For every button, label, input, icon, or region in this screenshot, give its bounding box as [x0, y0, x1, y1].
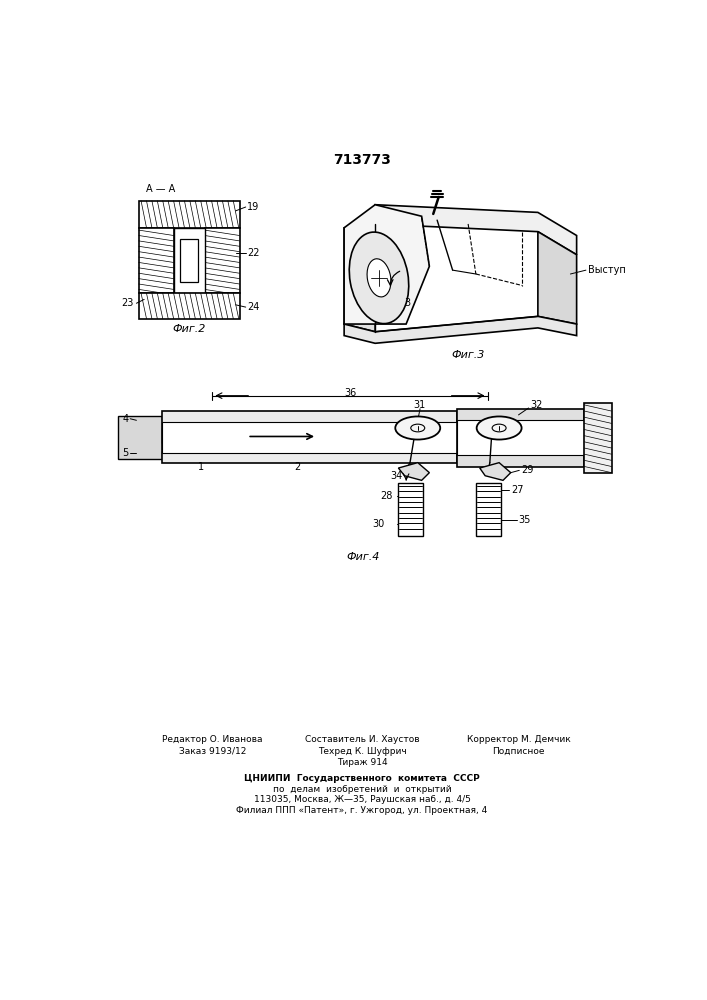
- Text: 22: 22: [247, 248, 259, 258]
- Polygon shape: [585, 403, 612, 473]
- Text: Составитель И. Хаустов: Составитель И. Хаустов: [305, 735, 419, 744]
- Text: 24: 24: [247, 302, 259, 312]
- Text: 2: 2: [295, 462, 300, 472]
- Text: Фиг.3: Фиг.3: [452, 350, 485, 360]
- Text: 1: 1: [198, 462, 204, 472]
- Polygon shape: [344, 224, 375, 332]
- Polygon shape: [480, 463, 510, 480]
- Polygon shape: [398, 463, 429, 480]
- Polygon shape: [139, 201, 240, 228]
- Polygon shape: [457, 409, 585, 466]
- Polygon shape: [457, 420, 585, 455]
- Text: Выступ: Выступ: [588, 265, 626, 275]
- Text: ЦНИИПИ  Государственного  комитета  СССР: ЦНИИПИ Государственного комитета СССР: [244, 774, 480, 783]
- Text: Редактор О. Иванова: Редактор О. Иванова: [162, 735, 262, 744]
- Polygon shape: [139, 228, 174, 293]
- Polygon shape: [476, 483, 501, 536]
- Polygon shape: [139, 293, 240, 319]
- Text: по  делам  изобретений  и  открытий: по делам изобретений и открытий: [273, 785, 451, 794]
- Text: Подписное: Подписное: [492, 747, 545, 756]
- Text: 36: 36: [344, 388, 356, 398]
- Text: 27: 27: [510, 485, 523, 495]
- Polygon shape: [204, 228, 240, 293]
- Text: 713773: 713773: [333, 153, 391, 167]
- Text: 30: 30: [372, 519, 385, 529]
- Text: 35: 35: [518, 515, 531, 525]
- Polygon shape: [118, 416, 212, 459]
- Text: А — А: А — А: [146, 184, 176, 194]
- Ellipse shape: [367, 259, 391, 297]
- Polygon shape: [162, 411, 457, 463]
- Text: 113035, Москва, Ж—35, Раушская наб., д. 4/5: 113035, Москва, Ж—35, Раушская наб., д. …: [254, 795, 470, 804]
- Text: 29: 29: [521, 465, 533, 475]
- Polygon shape: [398, 483, 423, 536]
- Polygon shape: [162, 422, 457, 453]
- Text: 3: 3: [404, 298, 411, 308]
- Polygon shape: [174, 228, 204, 293]
- Ellipse shape: [477, 416, 522, 440]
- Polygon shape: [375, 205, 577, 255]
- Text: 32: 32: [530, 400, 542, 410]
- Text: Техред К. Шуфрич: Техред К. Шуфрич: [317, 747, 407, 756]
- Text: Корректор М. Демчик: Корректор М. Демчик: [467, 735, 571, 744]
- Text: 31: 31: [413, 400, 426, 410]
- Text: Фиг.4: Фиг.4: [347, 552, 380, 562]
- Polygon shape: [344, 205, 429, 324]
- Text: Тираж 914: Тираж 914: [337, 758, 387, 767]
- Polygon shape: [180, 239, 199, 282]
- Text: 4: 4: [122, 414, 129, 424]
- Ellipse shape: [349, 232, 409, 324]
- Text: Фиг.2: Фиг.2: [173, 324, 206, 334]
- Text: 5: 5: [122, 448, 129, 458]
- Text: 28: 28: [380, 491, 392, 501]
- Polygon shape: [538, 232, 577, 324]
- Text: 19: 19: [247, 202, 259, 212]
- Text: 34: 34: [390, 471, 402, 481]
- Text: 23: 23: [121, 298, 134, 308]
- Text: Филиал ППП «Патент», г. Ужгород, ул. Проектная, 4: Филиал ППП «Патент», г. Ужгород, ул. Про…: [236, 806, 488, 815]
- Polygon shape: [344, 316, 577, 343]
- Ellipse shape: [395, 416, 440, 440]
- Text: Заказ 9193/12: Заказ 9193/12: [179, 747, 246, 756]
